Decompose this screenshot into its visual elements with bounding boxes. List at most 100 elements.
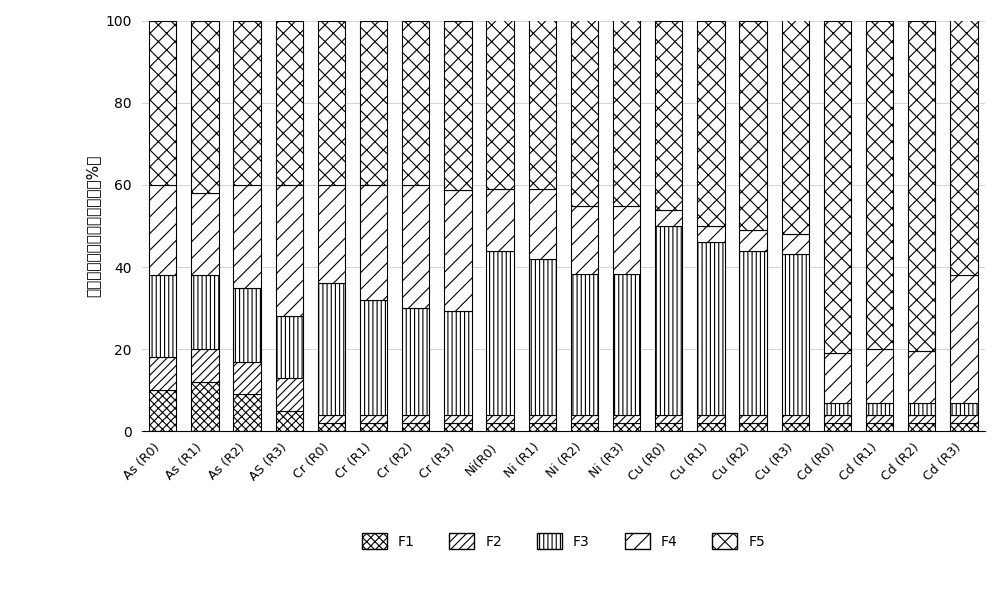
Bar — [149, 20, 176, 185]
Bar — [402, 308, 429, 415]
Bar — [655, 226, 682, 415]
Bar — [233, 394, 261, 431]
Bar — [318, 185, 345, 283]
Bar — [613, 274, 640, 415]
Bar — [866, 349, 893, 403]
Bar — [950, 275, 978, 403]
Bar — [908, 20, 935, 351]
Bar — [655, 423, 682, 431]
Bar — [613, 206, 640, 274]
Bar — [908, 415, 935, 423]
Bar — [486, 415, 514, 423]
Bar — [908, 403, 935, 415]
Bar — [191, 349, 219, 382]
Bar — [529, 189, 556, 259]
Bar — [149, 391, 176, 431]
Bar — [402, 415, 429, 423]
Bar — [318, 283, 345, 415]
Bar — [824, 403, 851, 415]
Bar — [402, 185, 429, 308]
Bar — [360, 300, 387, 415]
Bar — [149, 275, 176, 358]
Bar — [360, 423, 387, 431]
Bar — [444, 423, 472, 431]
Bar — [739, 20, 767, 230]
Bar — [233, 288, 261, 362]
Bar — [782, 234, 809, 254]
Bar — [149, 185, 176, 275]
Bar — [149, 358, 176, 391]
Bar — [191, 20, 219, 193]
Bar — [360, 185, 387, 300]
Bar — [655, 20, 682, 210]
Bar — [529, 259, 556, 415]
Bar — [360, 20, 387, 185]
Bar — [697, 415, 725, 423]
Bar — [191, 275, 219, 349]
Bar — [950, 423, 978, 431]
Bar — [486, 250, 514, 415]
Bar — [908, 351, 935, 403]
Bar — [739, 250, 767, 415]
Bar — [402, 20, 429, 185]
Bar — [782, 20, 809, 234]
Bar — [276, 20, 303, 185]
Bar — [233, 185, 261, 288]
Bar — [782, 415, 809, 423]
Bar — [697, 226, 725, 243]
Bar — [571, 415, 598, 423]
Y-axis label: 金属不同化学形态所占比例（%）: 金属不同化学形态所占比例（%） — [85, 155, 100, 297]
Bar — [739, 230, 767, 250]
Bar — [318, 423, 345, 431]
Bar — [824, 423, 851, 431]
Bar — [739, 423, 767, 431]
Bar — [276, 316, 303, 378]
Bar — [782, 423, 809, 431]
Bar — [571, 274, 598, 415]
Bar — [529, 415, 556, 423]
Bar — [191, 193, 219, 275]
Bar — [233, 20, 261, 185]
Bar — [571, 20, 598, 206]
Bar — [402, 423, 429, 431]
Bar — [824, 353, 851, 403]
Bar — [318, 20, 345, 185]
Bar — [782, 254, 809, 415]
Bar — [824, 415, 851, 423]
Bar — [276, 378, 303, 411]
Bar — [613, 20, 640, 206]
Bar — [276, 185, 303, 316]
Bar — [444, 310, 472, 415]
Bar — [866, 20, 893, 349]
Bar — [360, 415, 387, 423]
Legend: F1, F2, F3, F4, F5: F1, F2, F3, F4, F5 — [355, 526, 772, 556]
Bar — [655, 415, 682, 423]
Bar — [866, 415, 893, 423]
Bar — [444, 20, 472, 190]
Bar — [571, 206, 598, 274]
Bar — [613, 423, 640, 431]
Bar — [697, 20, 725, 226]
Bar — [697, 423, 725, 431]
Bar — [233, 362, 261, 394]
Bar — [866, 423, 893, 431]
Bar — [444, 190, 472, 310]
Bar — [613, 415, 640, 423]
Bar — [191, 382, 219, 431]
Bar — [529, 20, 556, 189]
Bar — [950, 20, 978, 275]
Bar — [697, 243, 725, 415]
Bar — [276, 411, 303, 431]
Bar — [950, 415, 978, 423]
Bar — [571, 423, 598, 431]
Bar — [866, 403, 893, 415]
Bar — [655, 210, 682, 226]
Bar — [486, 189, 514, 250]
Bar — [950, 403, 978, 415]
Bar — [444, 415, 472, 423]
Bar — [908, 423, 935, 431]
Bar — [318, 415, 345, 423]
Bar — [529, 423, 556, 431]
Bar — [486, 20, 514, 189]
Bar — [824, 20, 851, 353]
